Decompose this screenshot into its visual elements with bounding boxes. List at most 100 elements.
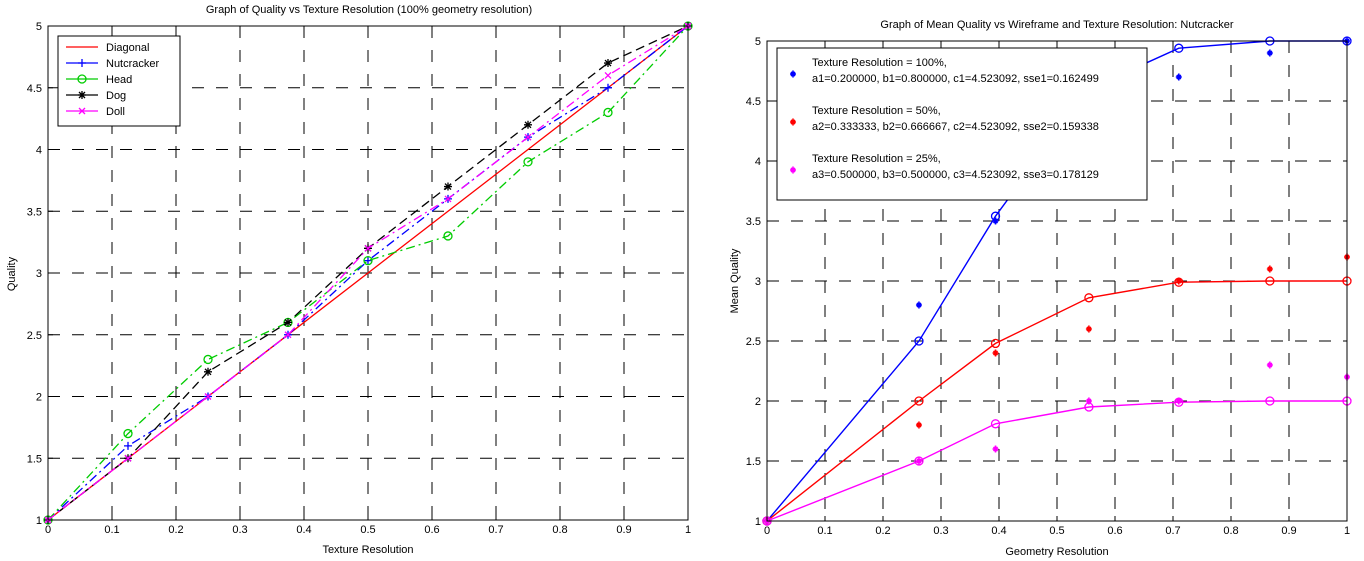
- chart1-point-doll: [524, 133, 532, 141]
- chart1-ticks: 0 0.1 0.2 0.3 0.4 0.5 0.6 0.7 0.8 0.9 1 1 1.5 2 2.5 3 3.…: [27, 21, 691, 536]
- chart2-xtick-label: 0.4: [991, 525, 1006, 537]
- chart1-ylabel: Quality: [6, 256, 18, 291]
- chart1-point-head: [443, 231, 453, 241]
- chart2-ytick-label: 4.5: [746, 96, 761, 108]
- chart1-ytick-label: 1: [36, 515, 42, 527]
- chart2-xtick-label: 0.5: [1049, 525, 1064, 537]
- chart2-ytick-label: 3.5: [746, 216, 761, 228]
- chart2-ytick-label: 3: [755, 276, 761, 288]
- chart2-fit-point-3: [990, 419, 1001, 429]
- chart2-ticks: 0 0.1 0.2 0.3 0.4 0.5 0.6 0.7 0.8 0.9 1 1 1.5 2 2.5 3 3.…: [746, 36, 1350, 537]
- chart1-ytick-label: 4: [36, 145, 42, 157]
- chart1-point-head: [523, 157, 533, 167]
- chart1-xtick-label: 0.9: [616, 524, 631, 536]
- chart1-point-doll: [604, 71, 612, 79]
- chart2-xtick-label: 0.8: [1223, 525, 1238, 537]
- chart2-legend-title-3: Texture Resolution = 25%,: [812, 153, 941, 165]
- chart1-point-doll: [364, 244, 372, 252]
- chart1-legend-marker-nutcracker: [78, 59, 86, 67]
- chart1-legend-label-dog: Dog: [106, 90, 126, 102]
- chart2-legend-title-1: Texture Resolution = 100%,: [812, 57, 947, 69]
- chart1-point-doll: [124, 454, 132, 462]
- chart1-xtick-label: 0.5: [360, 524, 375, 536]
- chart2-ytick-label: 5: [755, 36, 761, 48]
- chart2-xlabel: Geometry Resolution: [1005, 546, 1108, 558]
- chart1-legend-label-head: Head: [106, 74, 132, 86]
- chart2-ytick-label: 1.5: [746, 456, 761, 468]
- chart1-ytick-label: 2: [36, 392, 42, 404]
- chart1-xtick-label: 1: [685, 524, 691, 536]
- chart1-ytick-label: 4.5: [27, 83, 42, 95]
- chart1-xtick-label: 0.6: [424, 524, 439, 536]
- chart1-point-dog: [444, 182, 452, 191]
- chart2-legend: Texture Resolution = 100%, a1=0.200000, b…: [776, 47, 1148, 201]
- chart2-fit-point-1: [914, 336, 924, 346]
- chart1-point-head: [203, 354, 213, 365]
- chart2-title: Graph of Mean Quality vs Wireframe and T…: [880, 19, 1234, 31]
- chart2-observation-1: [1175, 73, 1182, 81]
- chart1-point-nutcracker: [604, 83, 612, 92]
- chart2-ylabel: Mean Quality: [729, 248, 741, 313]
- chart2-observation-3: [992, 445, 999, 453]
- chart2-observation-1: [992, 217, 999, 225]
- chart1-point-nutcracker: [364, 256, 372, 265]
- chart1-legend-label-nutcracker: Nutcracker: [106, 58, 160, 70]
- chart2-observation-2: [1085, 325, 1092, 333]
- chart2-observation-3: [1266, 361, 1273, 369]
- chart1-xtick-label: 0.1: [104, 524, 119, 536]
- chart2-xtick-label: 1: [1344, 525, 1350, 537]
- chart1-legend-label-diagonal: Diagonal: [106, 42, 149, 54]
- chart1-point-head: [603, 107, 613, 118]
- chart1-series: [43, 21, 693, 525]
- chart2-legend-marker-2: [790, 118, 796, 126]
- chart2-fit-line-2: [766, 280, 1347, 522]
- chart2-legend-params-2: a2=0.333333, b2=0.666667, c2=4.523092, s…: [812, 121, 1099, 133]
- chart1-xtick-label: 0: [45, 524, 51, 536]
- chart2-legend-marker-1: [790, 70, 796, 78]
- chart2-legend-box: [776, 47, 1148, 201]
- chart2-fit-point-2: [914, 396, 924, 406]
- chart1-point-nutcracker: [124, 441, 132, 450]
- chart2-fit-point-3: [914, 456, 924, 466]
- chart1-xtick-label: 0.4: [296, 524, 311, 536]
- chart-mean-quality-vs-geometry: Graph of Mean Quality vs Wireframe and T…: [729, 19, 1352, 558]
- chart2-legend-title-2: Texture Resolution = 50%,: [812, 105, 941, 117]
- chart2-xtick-label: 0: [764, 525, 770, 537]
- chart2-observation-2: [1175, 277, 1182, 285]
- chart2-observation-2: [1266, 265, 1273, 273]
- chart1-legend-marker-head: [77, 74, 87, 84]
- chart1-xtick-label: 0.7: [488, 524, 503, 536]
- chart1-point-dog: [524, 120, 532, 129]
- chart2-observation-3: [1175, 397, 1182, 405]
- chart2-ytick-label: 2: [755, 396, 761, 408]
- chart1-point-dog: [204, 367, 212, 376]
- chart1-ytick-label: 3: [36, 268, 42, 280]
- chart1-xtick-label: 0.3: [232, 524, 247, 536]
- chart1-xtick-label: 0.8: [552, 524, 567, 536]
- chart1-xlabel: Texture Resolution: [322, 544, 413, 556]
- chart1-legend-label-doll: Doll: [106, 106, 125, 118]
- chart2-xtick-label: 0.3: [933, 525, 948, 537]
- chart2-observation-1: [1266, 49, 1273, 57]
- chart2-xtick-label: 0.6: [1107, 525, 1122, 537]
- chart1-point-doll: [284, 331, 292, 339]
- chart2-fit-point-1: [1174, 43, 1184, 53]
- chart2-legend-params-3: a3=0.500000, b3=0.500000, c3=4.523092, s…: [812, 169, 1099, 181]
- chart2-legend-marker-3: [790, 166, 796, 174]
- chart1-legend-marker-doll: [78, 107, 86, 115]
- chart2-observation-2: [915, 421, 922, 429]
- chart2-xtick-label: 0.1: [817, 525, 832, 537]
- chart1-point-head: [363, 255, 373, 266]
- chart1-xtick-label: 0.2: [168, 524, 183, 536]
- chart1-legend-marker-dog: [78, 91, 86, 99]
- chart1-point-dog: [604, 59, 612, 68]
- chart-quality-vs-texture: Graph of Quality vs Texture Resolution (…: [6, 4, 693, 556]
- chart2-ytick-label: 4: [755, 156, 761, 168]
- chart2-xtick-label: 0.7: [1165, 525, 1180, 537]
- chart1-point-doll: [444, 195, 452, 203]
- chart2-fit-point-2: [1084, 293, 1094, 303]
- chart2-fit-point-2: [990, 338, 1001, 349]
- chart1-ytick-label: 5: [36, 21, 42, 33]
- chart2-fit-point-3: [1265, 396, 1275, 406]
